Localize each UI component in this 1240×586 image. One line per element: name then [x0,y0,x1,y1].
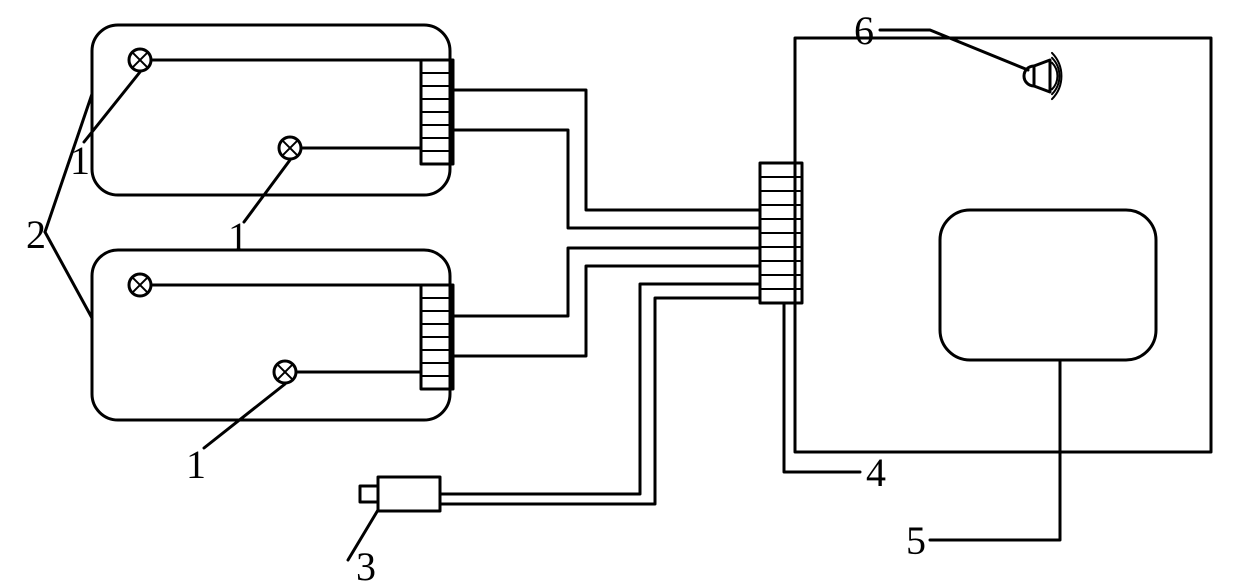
callout-label: 1 [70,138,90,183]
diagram-canvas: 11123456 [0,0,1240,586]
speaker-icon [1024,53,1061,99]
lead_2b [45,232,92,318]
lead_1b [244,160,290,222]
main-unit-box [795,38,1211,452]
lead_5 [930,360,1060,540]
cable-0 [454,90,760,210]
callout-label: 5 [906,518,926,563]
lead_1c [204,384,285,448]
callout-label: 4 [866,450,886,495]
plug-tip [360,486,378,502]
cable-1 [454,130,760,228]
cable-5 [440,298,760,504]
callout-label: 6 [854,8,874,53]
callout-label: 2 [26,212,46,257]
sensor-icon [279,137,301,159]
callout-label: 1 [186,442,206,487]
main-display [940,210,1156,360]
callout-label: 3 [356,544,376,586]
lead_6 [880,30,1028,70]
cable-2 [454,248,760,316]
sensor-icon [274,361,296,383]
sensor-icon [129,274,151,296]
cable-3 [454,266,760,356]
callout-label: 1 [228,214,248,259]
plug-body [378,477,440,511]
sensor-icon [129,49,151,71]
